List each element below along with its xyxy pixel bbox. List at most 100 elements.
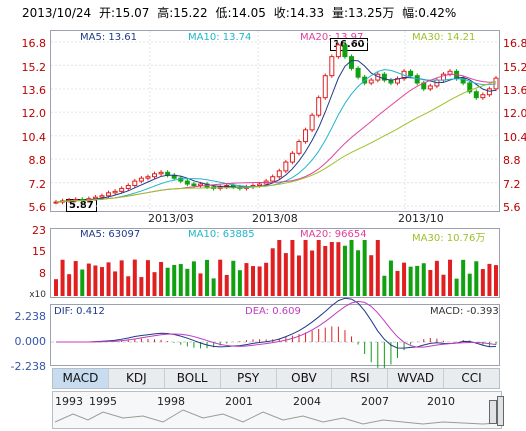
vol-ma30-legend: MA30: 10.76万 [412,233,486,244]
volume-bar [152,272,157,296]
tab-rsi[interactable]: RSI [332,369,389,388]
volume-bar [467,273,472,296]
price-axis-left-label: 8.8 [28,154,47,167]
candle-body [355,67,361,78]
price-axis-right-label: 8.8 [503,154,521,167]
vol-ma5-legend: MA5: 63097 [80,229,141,240]
price-axis-left-label: 12.0 [21,107,47,120]
volume-bar [132,259,137,296]
price-axis-left-label: 13.6 [21,84,47,97]
candle-body [119,187,125,192]
ma10-legend: MA10: 13.74 [188,32,252,43]
price-axis-left-label: 10.4 [21,131,47,144]
volume-bar [277,240,282,296]
macd-axis-label: -2.238 [10,360,46,373]
volume-bar [329,241,334,296]
candle-body [493,77,499,90]
candle-body [473,91,479,99]
volume-bar [237,270,242,296]
volume-bar [119,260,124,296]
candle-body [257,183,263,187]
price-axis-right-label: 12.0 [503,107,526,120]
volume-bar [283,253,288,296]
price-axis-left-label: 16.8 [21,37,47,50]
volume-bar [67,274,72,296]
volume-bar [198,273,203,296]
candle-body [349,56,355,69]
candle-body [335,44,341,58]
candle-body [191,183,197,187]
volume-bar [296,255,301,296]
volume-bar [231,260,236,296]
price-axis-right-label: 13.6 [503,84,526,97]
tab-psy[interactable]: PSY [221,369,277,388]
volume-bar [159,261,164,296]
volume-bar [408,266,413,296]
tab-macd[interactable]: MACD [53,369,109,388]
price-axis-left-label: 15.2 [21,61,47,74]
volume-bar [494,265,498,296]
macd-legend: MACD: -0.393 [430,306,499,317]
volume-axis-label: 15 [32,245,46,258]
navigator-year: 2007 [361,395,389,408]
candle-body [125,185,131,189]
volume-bar [86,263,91,296]
volume-bar [388,260,393,296]
dea-line [56,300,497,348]
candle-body [322,75,328,99]
tab-kdj[interactable]: KDJ [109,369,165,388]
macd-chart-panel[interactable] [50,304,500,366]
volume-bar [264,262,269,296]
price-axis-right-label: 10.4 [503,131,526,144]
candle-body [408,70,414,77]
volume-bar [80,269,85,296]
tab-obv[interactable]: OBV [277,369,333,388]
quote-open: 开:15.07 [99,6,150,20]
candle-body [342,44,348,58]
volume-bar [54,279,58,296]
candle-body [158,171,164,175]
vol-ma10-legend: MA10: 63885 [188,229,255,240]
tab-cci[interactable]: CCI [461,371,482,385]
candle-body [289,152,295,163]
volume-bar [487,263,492,296]
candle-body [303,129,309,143]
ma20-legend: MA20: 13.97 [300,32,363,43]
candle-body [270,176,276,182]
volume-bar [224,274,229,296]
volume-axis-label: 23 [32,224,46,237]
tab-boll[interactable]: BOLL [165,369,221,388]
price-axis-left-label: 5.6 [28,201,47,214]
volume-bar [415,265,420,296]
price-axis-right-label: 15.2 [503,61,526,74]
volume-bar [106,262,111,296]
navigator-year: 1998 [157,395,185,408]
volume-bar [257,266,262,296]
candle-body [316,97,322,116]
navigator-right-handle[interactable] [497,396,504,426]
volume-bar [211,278,216,296]
x-axis-label: 2013/03 [148,212,194,225]
volume-bar [270,248,275,296]
volume-bar [434,260,439,296]
navigator-year: 1995 [89,395,117,408]
quote-low: 低:14.05 [215,6,266,20]
candle-body [184,180,190,185]
navigator-year: 1993 [55,395,83,408]
volume-bar [454,278,459,296]
candle-body [138,177,144,182]
quote-close: 收:14.33 [273,6,325,20]
macd-axis-label: 0.000 [14,335,47,348]
navigator-left-handle[interactable] [489,400,497,424]
candle-body [394,78,400,84]
volume-bar [441,274,446,296]
time-range-navigator[interactable]: 1993 1995 1998 2001 2004 2007 2010 [52,391,504,429]
volume-bar [316,240,321,296]
ma30-line [55,80,497,203]
navigator-year: 2001 [225,395,253,408]
volume-bar [251,266,256,296]
volume-bar [323,245,328,296]
tab-wvad[interactable]: WVAD [388,369,445,388]
quote-header: 2013/10/24 开:15.07 高:15.22 低:14.05 收:14.… [22,4,460,21]
